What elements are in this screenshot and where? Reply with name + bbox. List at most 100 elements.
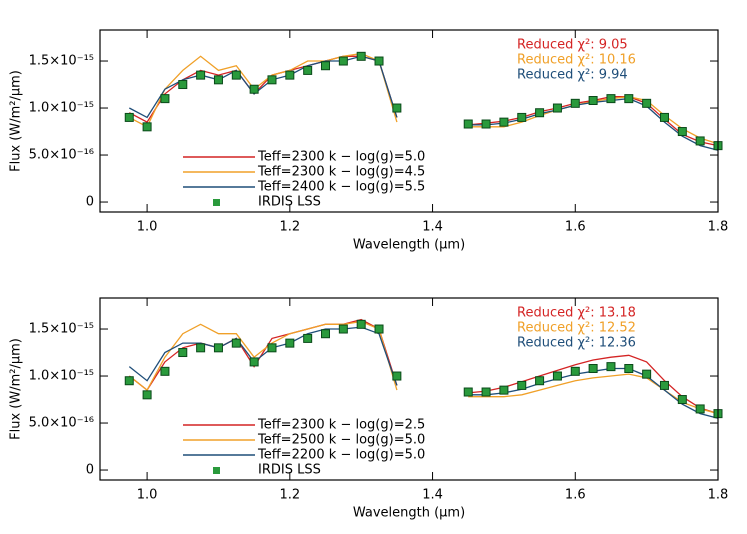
data-point (249, 84, 259, 94)
data-point (374, 56, 384, 66)
data-point (642, 369, 652, 379)
data-point (213, 75, 223, 85)
data-point (213, 343, 223, 353)
plot-frame (99, 297, 719, 481)
data-point (642, 98, 652, 108)
data-point (392, 103, 402, 113)
data-point (499, 117, 509, 127)
y-tick-label: 5.0×10⁻¹⁶ (29, 148, 94, 163)
legend-label: Teff=2200 k − log(g)=5.0 (257, 448, 425, 463)
data-point (463, 387, 473, 397)
x-tick-label: 1.4 (422, 488, 443, 503)
data-point (570, 366, 580, 376)
legend-label: IRDIS LSS (258, 195, 321, 210)
data-point (552, 371, 562, 381)
legend-label: IRDIS LSS (258, 463, 321, 478)
data-point (196, 70, 206, 80)
legend-label: Teff=2300 k − log(g)=4.5 (257, 165, 425, 180)
legend-label: Teff=2500 k − log(g)=5.0 (257, 433, 425, 448)
data-point (142, 390, 152, 400)
y-tick-label: 0 (86, 463, 94, 478)
data-point (517, 112, 527, 122)
data-point (124, 376, 134, 386)
data-point (677, 395, 687, 405)
data-point (338, 56, 348, 66)
data-point (178, 80, 188, 90)
chi2-annotation: Reduced χ²: 10.16 (517, 53, 636, 68)
data-point (196, 343, 206, 353)
data-point (570, 98, 580, 108)
x-axis-label: Wavelength (µm) (353, 238, 465, 253)
y-tick-label: 1.5×10⁻¹⁵ (29, 54, 94, 69)
data-point (321, 329, 331, 339)
data-point (231, 338, 241, 348)
data-point (606, 94, 616, 104)
data-point (481, 387, 491, 397)
data-point (356, 319, 366, 329)
x-tick-label: 1.8 (708, 220, 729, 235)
data-point (535, 108, 545, 118)
data-point (303, 65, 313, 75)
data-point (659, 112, 669, 122)
data-point (338, 324, 348, 334)
legend-marker (213, 199, 220, 206)
data-point (695, 404, 705, 414)
data-point (552, 103, 562, 113)
data-point (517, 380, 527, 390)
x-tick-label: 1.6 (565, 220, 586, 235)
data-point (481, 119, 491, 129)
data-point (606, 362, 616, 372)
plot-frame (99, 29, 719, 213)
data-point (392, 371, 402, 381)
chi2-annotation: Reduced χ²: 9.94 (517, 68, 628, 83)
model-line (128, 320, 719, 415)
x-tick-label: 1.8 (708, 488, 729, 503)
data-point (659, 380, 669, 390)
legend-marker (213, 467, 220, 474)
data-point (231, 70, 241, 80)
x-tick-label: 1.6 (565, 488, 586, 503)
data-point (285, 70, 295, 80)
data-point (356, 51, 366, 61)
y-tick-label: 1.5×10⁻¹⁵ (29, 322, 94, 337)
data-point (499, 385, 509, 395)
y-tick-label: 1.0×10⁻¹⁵ (29, 101, 94, 116)
data-point (624, 364, 634, 374)
x-tick-label: 1.0 (137, 488, 158, 503)
data-point (160, 366, 170, 376)
data-point (588, 364, 598, 374)
data-point (535, 376, 545, 386)
legend-label: Teff=2300 k − log(g)=2.5 (257, 418, 425, 433)
x-axis-label: Wavelength (µm) (353, 506, 465, 521)
x-tick-label: 1.2 (279, 220, 300, 235)
x-tick-label: 1.4 (422, 220, 443, 235)
model-line (128, 318, 719, 415)
chi2-annotation: Reduced χ²: 9.05 (517, 38, 628, 53)
data-point (463, 119, 473, 129)
data-point (267, 75, 277, 85)
data-point (178, 348, 188, 358)
data-point (249, 357, 259, 367)
data-point (285, 338, 295, 348)
data-point (124, 112, 134, 122)
data-point (267, 343, 277, 353)
data-point (160, 94, 170, 104)
x-tick-label: 1.2 (279, 488, 300, 503)
chi2-annotation: Reduced χ²: 12.36 (517, 336, 636, 351)
y-tick-label: 0 (86, 195, 94, 210)
data-point (677, 127, 687, 137)
chi2-annotation: Reduced χ²: 12.52 (517, 321, 636, 336)
data-point (588, 96, 598, 106)
data-point (695, 136, 705, 146)
data-point (303, 333, 313, 343)
chi2-annotation: Reduced χ²: 13.18 (517, 306, 636, 321)
x-tick-label: 1.0 (137, 220, 158, 235)
y-axis-label: Flux (W/m²/µm) (9, 70, 24, 172)
legend-label: Teff=2300 k − log(g)=5.0 (257, 150, 425, 165)
y-tick-label: 5.0×10⁻¹⁶ (29, 416, 94, 431)
legend-label: Teff=2400 k − log(g)=5.5 (257, 180, 425, 195)
y-tick-label: 1.0×10⁻¹⁵ (29, 369, 94, 384)
data-point (374, 324, 384, 334)
data-point (321, 61, 331, 71)
